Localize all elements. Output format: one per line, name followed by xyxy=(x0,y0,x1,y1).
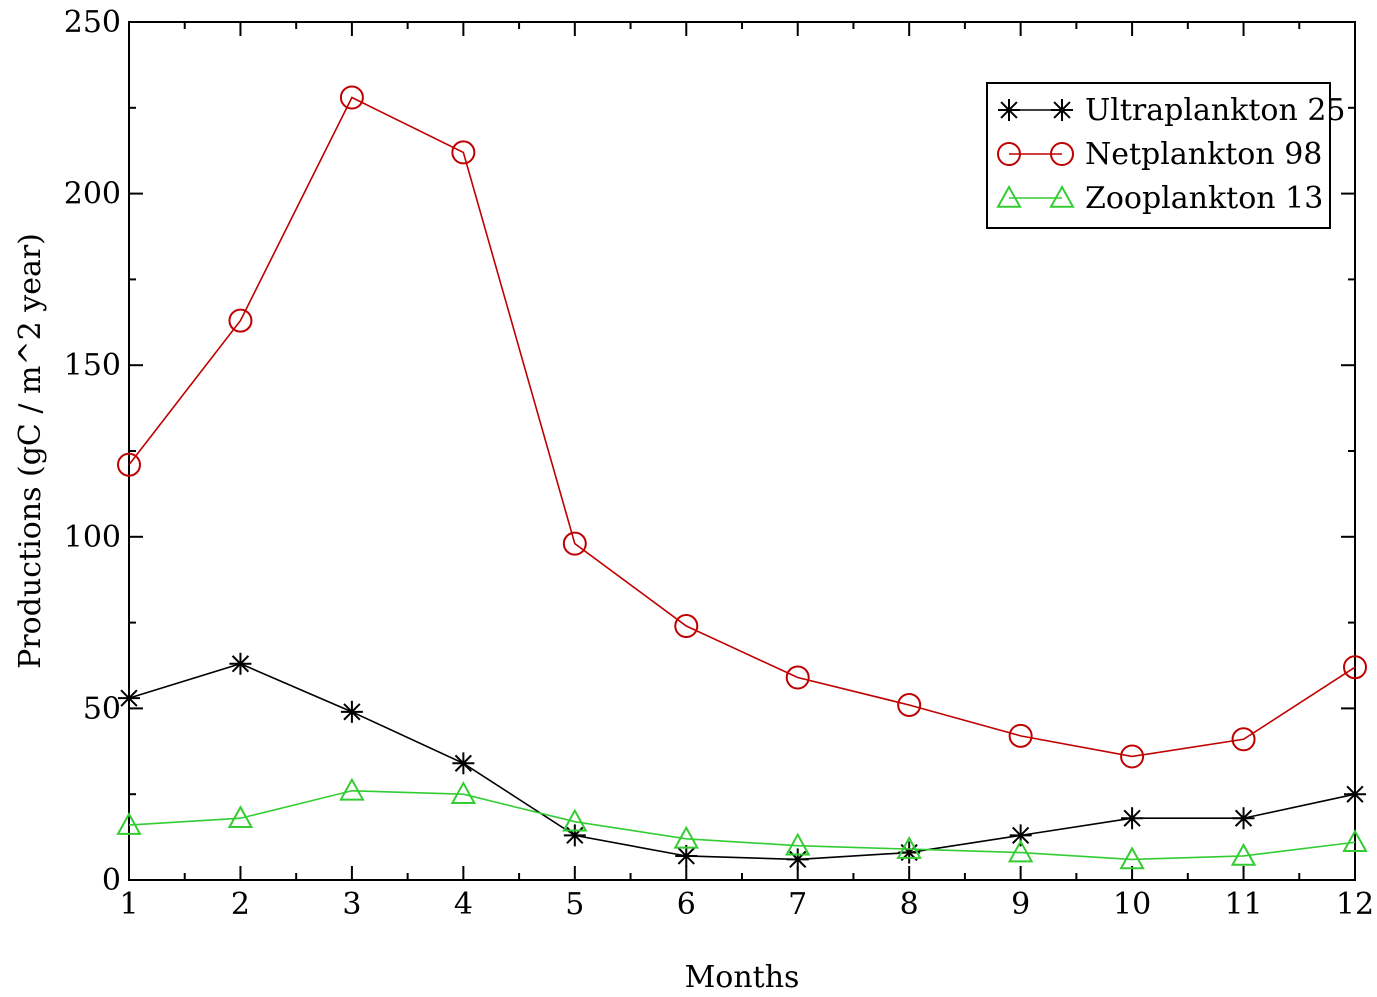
data-point xyxy=(339,85,364,110)
x-axis-title: Months xyxy=(685,960,800,995)
data-point xyxy=(450,781,477,804)
data-point xyxy=(1119,846,1145,870)
data-point xyxy=(116,812,142,835)
legend-box xyxy=(986,82,1331,229)
series-line xyxy=(128,789,1356,861)
legend-entry: Netplankton 98 xyxy=(997,137,1322,172)
data-point xyxy=(340,700,363,723)
data-point xyxy=(452,752,475,775)
data-point xyxy=(673,825,699,849)
data-point xyxy=(1344,783,1366,806)
data-point xyxy=(563,824,586,847)
y-axis-title: Productions (gC / m^2 year) xyxy=(13,233,48,669)
data-point xyxy=(451,140,476,165)
data-point xyxy=(1120,744,1145,769)
legend-entry: Ultraplankton 25 xyxy=(998,93,1346,128)
asterisk-stroke xyxy=(1012,826,1030,845)
series-line xyxy=(128,96,1356,758)
data-point xyxy=(1231,727,1256,752)
data-point xyxy=(1343,655,1367,680)
x-tick-label: 4 xyxy=(454,887,473,922)
legend-marker xyxy=(997,142,1021,166)
data-point xyxy=(227,805,254,829)
y-tick-label: 50 xyxy=(83,691,121,726)
legend-label: Zooplankton 13 xyxy=(1085,181,1323,216)
legend-marker xyxy=(998,99,1020,121)
data-point xyxy=(339,777,365,801)
data-point xyxy=(1008,723,1033,748)
data-point xyxy=(118,687,140,710)
data-point xyxy=(785,665,810,690)
data-point xyxy=(786,848,809,871)
data-point xyxy=(1121,807,1144,830)
x-tick-label: 11 xyxy=(1224,887,1262,922)
series-layer xyxy=(116,85,1368,871)
y-tick-label: 200 xyxy=(64,177,121,212)
data-point xyxy=(229,652,252,675)
data-point xyxy=(1007,839,1034,863)
x-tick-label: 10 xyxy=(1113,887,1151,922)
data-point xyxy=(562,808,588,832)
x-tick-label: 9 xyxy=(1011,887,1030,922)
data-point xyxy=(228,308,253,333)
asterisk-stroke xyxy=(677,847,695,865)
x-tick-label: 3 xyxy=(342,887,361,922)
data-point xyxy=(117,452,141,477)
asterisk-stroke xyxy=(454,754,472,772)
data-point xyxy=(1342,829,1368,853)
y-tick-label: 0 xyxy=(102,863,121,898)
legend: Ultraplankton 25 Netplankton 98 Zooplankto… xyxy=(986,82,1346,229)
data-point xyxy=(674,614,699,639)
x-tick-label: 1 xyxy=(119,887,138,922)
asterisk-stroke xyxy=(120,689,138,707)
data-point xyxy=(1230,842,1257,866)
asterisk-stroke xyxy=(1346,785,1364,803)
series-0 xyxy=(118,652,1366,871)
data-point xyxy=(785,832,811,856)
data-point xyxy=(675,844,698,867)
asterisk-stroke xyxy=(1123,809,1141,827)
x-tick-label: 7 xyxy=(788,887,807,922)
asterisk-stroke xyxy=(1000,101,1018,119)
legend-marker xyxy=(1049,184,1075,208)
legend-label: Netplankton 98 xyxy=(1085,137,1322,172)
x-tick-label: 8 xyxy=(900,887,919,922)
legend-marker xyxy=(1051,99,1073,121)
legend-entry: Zooplankton 13 xyxy=(996,181,1323,216)
data-point xyxy=(896,836,922,859)
asterisk-stroke xyxy=(1053,101,1071,119)
x-tick-label: 2 xyxy=(231,887,250,922)
asterisk-stroke xyxy=(343,703,361,721)
data-point xyxy=(897,692,922,717)
asterisk-stroke xyxy=(231,655,250,673)
legend-marker xyxy=(996,184,1022,208)
series-2 xyxy=(116,777,1368,870)
asterisk-stroke xyxy=(1234,809,1253,827)
y-tick-label: 250 xyxy=(64,5,121,40)
y-tick-label: 100 xyxy=(64,520,121,555)
legend-label: Ultraplankton 25 xyxy=(1085,93,1346,128)
data-point xyxy=(1232,807,1255,830)
legend-marker xyxy=(1050,142,1074,166)
series-1 xyxy=(117,85,1367,769)
x-tick-label: 12 xyxy=(1336,887,1374,922)
x-tick-label: 5 xyxy=(565,887,584,922)
x-tick-label: 6 xyxy=(677,887,696,922)
series-line xyxy=(128,662,1356,861)
y-tick-label: 150 xyxy=(64,348,121,383)
data-point xyxy=(562,531,587,556)
